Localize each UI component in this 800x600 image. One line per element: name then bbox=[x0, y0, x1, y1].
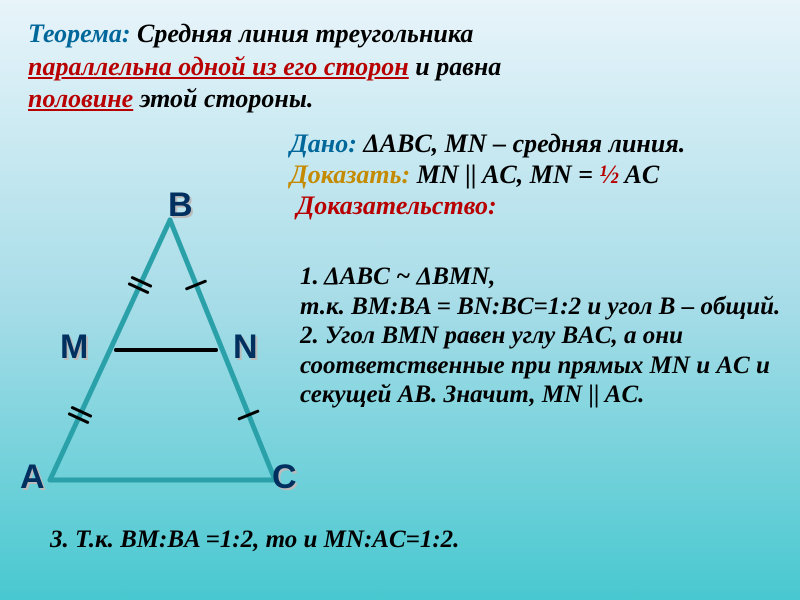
theorem-text-1: Средняя линия треугольника bbox=[137, 19, 473, 48]
vertex-b-label: B bbox=[168, 186, 193, 225]
vertex-a-label: A bbox=[20, 458, 45, 497]
midpoint-m-label: M bbox=[60, 328, 88, 367]
given-text: ΔABC, MN – средняя линия. bbox=[363, 129, 685, 158]
proof-body: 1. ΔABC ~ ΔBMN, т.к. BM:BA = BN:BC=1:2 и… bbox=[300, 262, 790, 410]
theorem-text-3: этой стороны. bbox=[140, 84, 314, 113]
given-block: Дано: ΔABC, MN – средняя линия. Доказать… bbox=[290, 128, 790, 222]
prove-text-2: AC bbox=[625, 160, 660, 189]
proof-step1b: т.к. BM:BA = BN:BC=1:2 и угол B – общий. bbox=[300, 292, 790, 322]
theorem-label: Теорема: bbox=[28, 19, 131, 48]
given-label: Дано: bbox=[290, 129, 357, 158]
proof-step2: 2. Угол BMN равен углу BAC, а они соотве… bbox=[300, 321, 790, 410]
prove-text-1: MN || AC, MN = bbox=[417, 160, 593, 189]
proof-step3: 3. Т.к. BM:BA =1:2, то и MN:AC=1:2. bbox=[50, 525, 610, 555]
midpoint-n-label: N bbox=[233, 328, 258, 367]
vertex-c-label: C bbox=[272, 458, 297, 497]
triangle-figure: A B C M N bbox=[20, 200, 310, 520]
proof-step1a: 1. ΔABC ~ ΔBMN, bbox=[300, 262, 790, 292]
prove-half: ½ bbox=[599, 160, 619, 189]
theorem-text-2: и равна bbox=[415, 52, 501, 81]
prove-label: Доказать: bbox=[290, 160, 410, 189]
theorem-emph-1: параллельна одной из его сторон bbox=[28, 52, 409, 81]
theorem-emph-2: половине bbox=[28, 84, 133, 113]
proof-label: Доказательство: bbox=[297, 191, 497, 220]
